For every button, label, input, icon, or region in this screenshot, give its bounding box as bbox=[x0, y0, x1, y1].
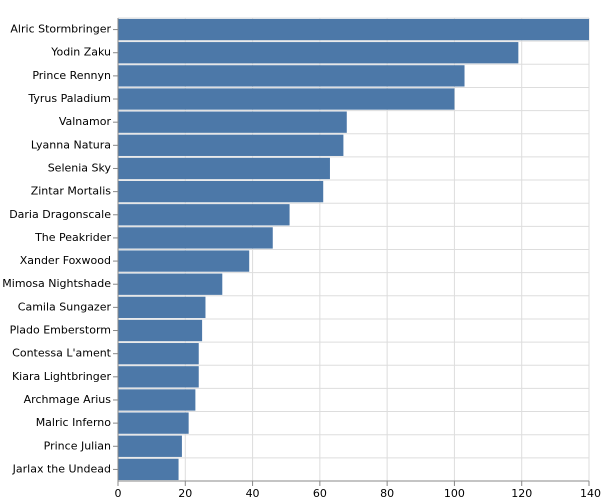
bar-19 bbox=[118, 458, 179, 481]
bar-15 bbox=[118, 366, 199, 388]
x-tick-label-5: 100 bbox=[444, 487, 465, 500]
category-label-2: Prince Rennyn bbox=[32, 69, 111, 82]
category-label-9: The Peakrider bbox=[34, 231, 111, 244]
x-tick-labels: 0 20 40 60 80 100 120 140 bbox=[115, 487, 602, 500]
bar-5 bbox=[118, 134, 344, 156]
category-label-10: Xander Foxwood bbox=[20, 254, 111, 267]
bar-13 bbox=[118, 319, 203, 342]
bar-10 bbox=[118, 250, 250, 272]
category-label-5: Lyanna Natura bbox=[31, 138, 111, 151]
category-label-0: Alric Stormbringer bbox=[10, 23, 111, 36]
category-label-15: Kiara Lightbringer bbox=[12, 370, 112, 383]
bar-2 bbox=[118, 65, 465, 87]
category-label-11: Mimosa Nightshade bbox=[2, 277, 111, 290]
bar-12 bbox=[118, 296, 206, 319]
bar-0 bbox=[118, 18, 589, 41]
category-label-7: Zintar Mortalis bbox=[31, 185, 112, 198]
category-label-6: Selenia Sky bbox=[48, 161, 112, 174]
bar-6 bbox=[118, 157, 330, 180]
category-label-18: Prince Julian bbox=[44, 439, 111, 452]
bar-16 bbox=[118, 389, 196, 411]
bar-8 bbox=[118, 204, 290, 226]
category-label-4: Valnamor bbox=[59, 115, 112, 128]
bar-1 bbox=[118, 42, 519, 64]
x-tick-label-1: 20 bbox=[178, 487, 192, 500]
bars bbox=[118, 18, 589, 481]
bar-18 bbox=[118, 435, 182, 457]
bar-7 bbox=[118, 180, 324, 203]
x-tick-label-7: 140 bbox=[580, 487, 601, 500]
bar-9 bbox=[118, 227, 273, 249]
category-label-12: Camila Sungazer bbox=[18, 300, 112, 313]
bar-14 bbox=[118, 343, 199, 365]
x-tick-label-3: 60 bbox=[313, 487, 327, 500]
x-tick-label-2: 40 bbox=[246, 487, 260, 500]
category-label-19: Jarlax the Undead bbox=[12, 462, 111, 475]
category-label-13: Plado Emberstorm bbox=[10, 324, 111, 337]
x-tick-label-4: 80 bbox=[380, 487, 394, 500]
category-label-3: Tyrus Paladium bbox=[27, 92, 111, 105]
x-tick-label-6: 120 bbox=[511, 487, 532, 500]
bar-11 bbox=[118, 273, 223, 295]
category-labels: Alric Stormbringer Yodin Zaku Prince Renny… bbox=[2, 23, 111, 476]
grid-lines bbox=[117, 17, 590, 482]
bar-17 bbox=[118, 412, 189, 434]
category-label-1: Yodin Zaku bbox=[50, 46, 111, 59]
bar-4 bbox=[118, 111, 347, 133]
category-label-17: Malric Inferno bbox=[36, 416, 112, 429]
bar-3 bbox=[118, 88, 455, 110]
category-label-8: Daria Dragonscale bbox=[9, 208, 111, 221]
axes bbox=[113, 18, 590, 486]
category-label-16: Archmage Arius bbox=[24, 393, 112, 406]
category-label-14: Contessa L'ament bbox=[12, 347, 112, 360]
x-tick-label-0: 0 bbox=[115, 487, 122, 500]
